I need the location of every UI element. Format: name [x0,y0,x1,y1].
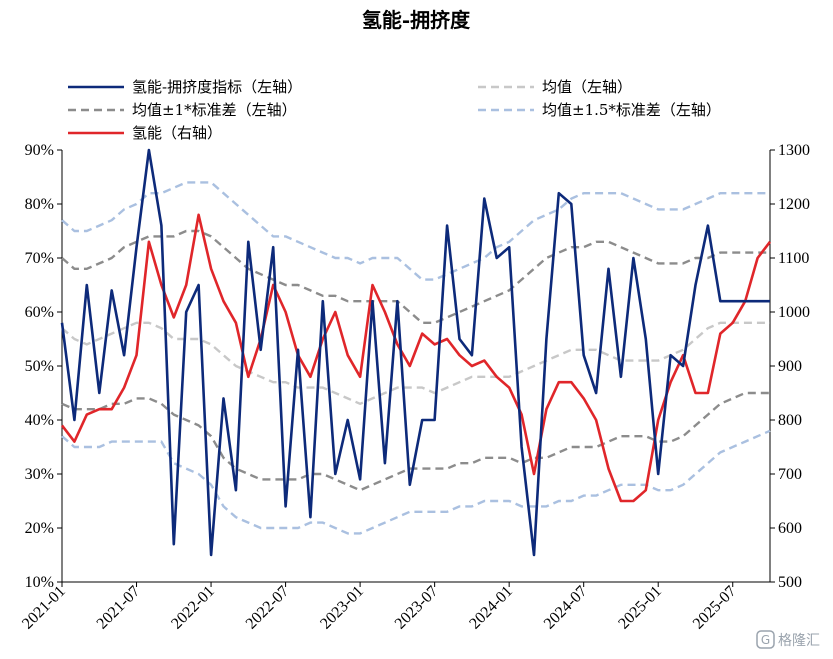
right-tick-label: 1200 [778,196,810,213]
x-axis-ticks: 2021-01 2021-07 2022-01 2022-07 2023-01 2023-… [19,582,740,633]
watermark-logo-glyph: G [761,633,770,647]
series-line-6 [60,213,772,503]
series-layer [60,148,772,557]
legend: 氢能-拥挤度指标（左轴） 均值（左轴） 均值±1*标准差（左轴） 均值±1.5*标准差… [68,78,721,142]
left-tick-label: 70% [25,250,54,267]
right-tick-label: 900 [778,358,802,375]
legend-label-1: 均值（左轴） [542,78,632,96]
plot-area [60,148,772,583]
series-line-1 [61,321,770,405]
series-line-0 [60,148,770,557]
legend-label-2: 均值±1*标准差（左轴） [132,101,297,119]
x-tick-label: 2024-07 [541,583,591,633]
x-tick-label: 2024-01 [466,583,516,633]
legend-label-0: 氢能-拥挤度指标（左轴） [132,78,302,96]
series-line-3 [61,391,770,492]
right-tick-label: 500 [778,574,802,591]
series-line-2 [61,229,770,324]
legend-label-4: 氢能（右轴） [132,124,222,142]
x-tick-label: 2023-07 [392,583,442,633]
right-tick-label: 700 [778,466,802,483]
left-tick-label: 90% [25,142,54,159]
left-tick-label: 80% [25,196,54,213]
series-line-4 [61,181,770,281]
x-tick-label: 2022-07 [243,583,293,633]
right-tick-label: 600 [778,520,802,537]
chart-title: 氢能-拥挤度 [362,8,471,32]
watermark-text: 格隆汇 [778,633,820,649]
x-tick-label: 2023-01 [317,583,367,633]
watermark-logo-icon [756,630,775,649]
left-tick-label: 60% [25,304,54,321]
left-tick-label: 40% [25,412,54,429]
right-tick-label: 800 [778,412,802,429]
x-tick-label: 2022-01 [168,583,218,633]
series-line-5 [61,429,771,535]
left-tick-label: 20% [25,520,54,537]
x-tick-label: 2021-07 [94,583,144,633]
legend-label-3: 均值±1.5*标准差（左轴） [542,101,721,119]
right-tick-label: 1000 [778,304,810,321]
right-axis-ticks: 500 600 700 800 900 1000 1100 1200 1300 [770,142,810,591]
left-tick-label: 30% [25,466,54,483]
right-tick-label: 1100 [778,250,809,267]
right-tick-label: 1300 [778,142,810,159]
watermark: G 格隆汇 [756,630,820,649]
left-tick-label: 50% [25,358,54,375]
x-tick-label: 2025-07 [690,583,740,633]
left-tick-label: 10% [25,574,54,591]
x-tick-label: 2025-01 [615,583,665,633]
left-axis-ticks: 10% 20% 30% 40% 50% 60% 70% 80% 90% [25,142,62,591]
